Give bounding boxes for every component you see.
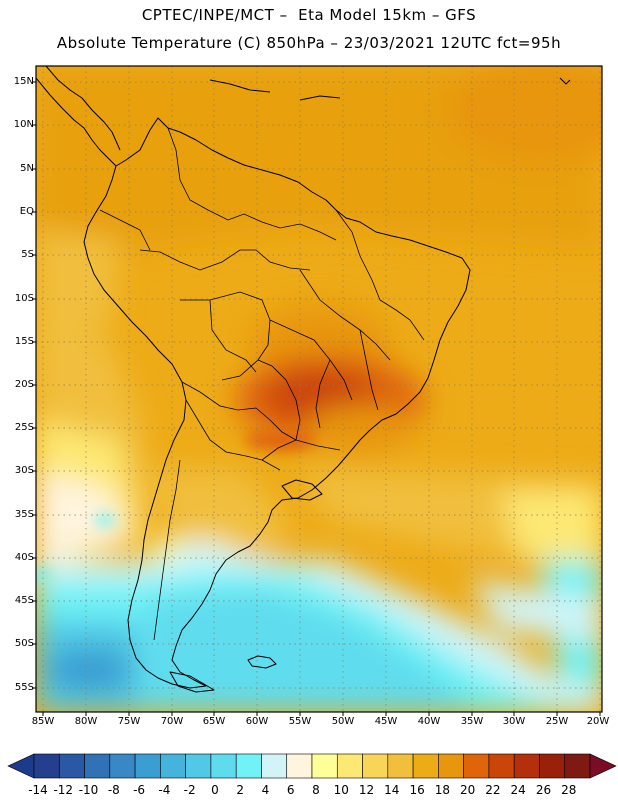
lat-label: 45S (14, 595, 34, 606)
colorbar-swatch (387, 753, 414, 779)
colorbar-swatch (286, 753, 313, 779)
lon-label: 35W (460, 716, 484, 727)
lon-label: 80W (74, 716, 98, 727)
colorbar-swatch (84, 753, 111, 779)
colorbar-swatch (488, 753, 515, 779)
colorbar-swatch (438, 753, 464, 779)
axis-ticks (32, 81, 601, 716)
lat-label: 5S (21, 249, 34, 260)
lon-label: 50W (331, 716, 355, 727)
lon-label: 30W (502, 716, 526, 727)
colorbar-tick-label: 4 (261, 783, 270, 797)
graticule (36, 66, 602, 712)
colorbar-swatch (210, 753, 237, 779)
colorbar-tick-label: 22 (485, 783, 501, 797)
colorbar-swatch (235, 753, 262, 779)
lat-label: 10N (13, 119, 34, 130)
colorbar-swatch (185, 753, 212, 779)
colorbar-tick-label: -6 (133, 783, 146, 797)
lat-label: 30S (14, 465, 34, 476)
colorbar-tick-label: -14 (28, 783, 48, 797)
lat-label: EQ (19, 206, 34, 217)
lat-label: 5N (20, 163, 34, 174)
lon-label: 85W (31, 716, 55, 727)
lon-label: 75W (117, 716, 141, 727)
lat-label: 50S (14, 638, 34, 649)
colorbar-swatch (311, 753, 338, 779)
lat-label: 55S (14, 682, 34, 693)
colorbar-swatch (513, 753, 540, 779)
lon-label: 55W (288, 716, 312, 727)
lon-label: 65W (202, 716, 226, 727)
title-line-1: CPTEC/INPE/MCT – Eta Model 15km – GFS (141, 6, 477, 24)
colorbar-tick-label: 26 (535, 783, 552, 797)
colorbar-swatch (160, 753, 186, 779)
lon-label: 70W (160, 716, 184, 727)
colorbar-swatch (412, 753, 439, 779)
lon-label: 20W (586, 716, 610, 727)
country-borders (99, 127, 425, 641)
colorbar-tick-label: 8 (312, 783, 320, 797)
lat-label: 15S (14, 336, 34, 347)
colorbar-tick-label: 6 (286, 783, 295, 797)
lat-label: 15N (13, 76, 34, 87)
colorbar (7, 753, 617, 779)
colorbar-tick-label: 12 (358, 783, 375, 797)
colorbar-swatch (109, 753, 136, 779)
colorbar-tick-label: 20 (459, 783, 476, 797)
colorbar-tick-label: 16 (409, 783, 425, 797)
colorbar-tick-label: -2 (183, 783, 196, 797)
colorbar-swatch (564, 753, 591, 779)
colorbar-swatch (58, 753, 85, 779)
colorbar-swatch (336, 753, 363, 779)
lat-label: 20S (14, 379, 34, 390)
lon-label: 45W (374, 716, 398, 727)
colorbar-tick-label: 10 (333, 783, 349, 797)
colorbar-swatch (261, 753, 288, 779)
colorbar-swatch (362, 753, 389, 779)
colorbar-swatch (539, 753, 566, 779)
colorbar-tick-label: -10 (78, 783, 99, 797)
lon-label: 60W (245, 716, 269, 727)
temperature-field (36, 66, 602, 712)
colorbar-tick-label: 28 (561, 783, 577, 797)
lat-label: 25S (14, 422, 34, 433)
colorbar-tick-label: -4 (158, 783, 171, 797)
colorbar-swatch (33, 753, 60, 779)
coastlines (36, 66, 571, 693)
lat-label: 35S (14, 509, 34, 520)
colorbar-tick-label: -12 (53, 783, 74, 797)
title-line-2: Absolute Temperature (C) 850hPa – 23/03/… (56, 34, 562, 52)
map-frame (35, 65, 603, 713)
colorbar-tick-label: 24 (510, 783, 526, 797)
colorbar-tick-label: 0 (211, 783, 219, 797)
colorbar-tick-label: 14 (384, 783, 400, 797)
colorbar-tick-label: 2 (236, 783, 244, 797)
lat-label: 10S (14, 293, 34, 304)
colorbar-over-arrow (589, 753, 617, 779)
colorbar-tick-label: -8 (107, 783, 120, 797)
colorbar-tick-label: 18 (434, 783, 450, 797)
colorbar-under-arrow (7, 753, 35, 779)
lon-label: 25W (545, 716, 569, 727)
colorbar-swatch (463, 753, 490, 779)
lat-label: 40S (14, 552, 34, 563)
lon-label: 40W (417, 716, 441, 727)
colorbar-swatch (134, 753, 161, 779)
